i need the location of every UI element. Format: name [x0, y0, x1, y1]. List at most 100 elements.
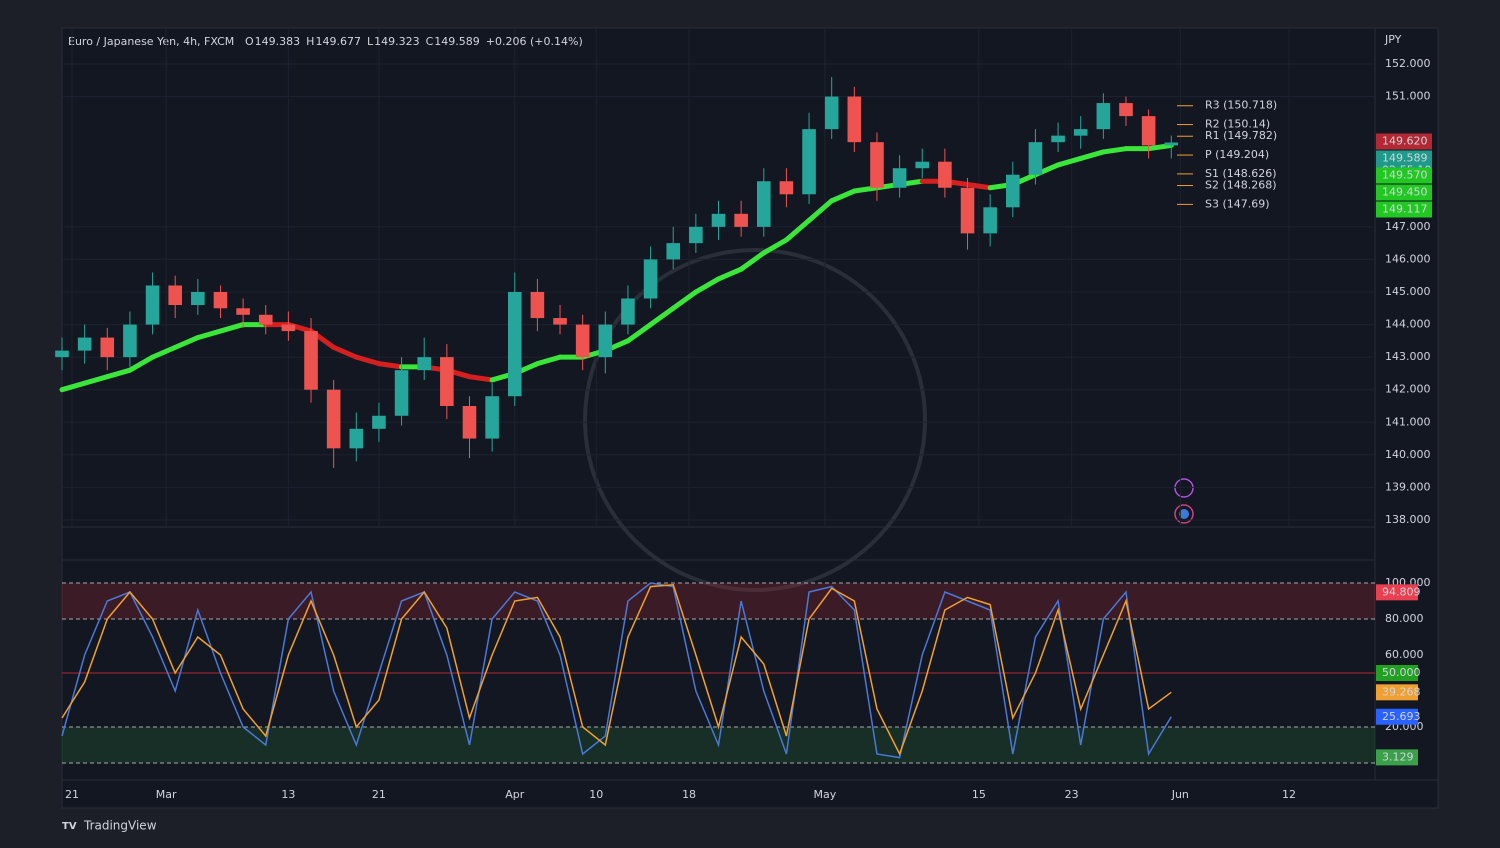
- price-label-box: [1376, 133, 1432, 150]
- brand-logo[interactable]: TV: [62, 821, 77, 832]
- stochastic-line: [61, 582, 1172, 759]
- moving-average: [761, 237, 789, 256]
- price-label: 149.570: [1382, 169, 1428, 182]
- band: [62, 583, 1375, 619]
- candle-body: [123, 324, 137, 358]
- moving-average: [670, 289, 699, 311]
- candle-body: [960, 187, 975, 234]
- x-tick-label: 21: [65, 788, 79, 801]
- alert-icon[interactable]: [1174, 478, 1194, 498]
- price-label-box: [1376, 184, 1432, 201]
- candle-body: [485, 396, 499, 439]
- y-tick-label: 152.000: [1385, 57, 1431, 70]
- candle-body: [1028, 142, 1043, 175]
- candle-body: [281, 324, 296, 332]
- candle-body: [824, 96, 839, 130]
- ohlc-value: 149.677: [315, 35, 361, 48]
- candle-body: [1006, 174, 1020, 208]
- candle-body: [372, 415, 386, 429]
- moving-average: [738, 250, 767, 272]
- x-tick-label: 18: [682, 788, 696, 801]
- moving-average: [851, 185, 880, 194]
- moving-average: [331, 344, 359, 360]
- candle-body: [575, 324, 590, 358]
- candle-body: [507, 291, 522, 397]
- pivot-label: S1 (148.626): [1205, 167, 1277, 180]
- x-tick-label: Jun: [1171, 788, 1189, 801]
- value-label-box: [1376, 749, 1418, 766]
- x-tick-label: 15: [972, 788, 986, 801]
- ohlc-key: C: [426, 35, 434, 48]
- pivot-label: P (149.204): [1205, 148, 1269, 161]
- value-label: 39.268: [1382, 685, 1421, 698]
- ohlc-key: O: [245, 35, 254, 48]
- candle-body: [462, 405, 477, 439]
- x-tick-label: 23: [1065, 788, 1079, 801]
- moving-average: [59, 380, 88, 393]
- candle-body: [417, 357, 431, 371]
- price-label: 149.589: [1382, 152, 1428, 165]
- candle-body: [711, 213, 726, 227]
- value-label: 94.809: [1382, 585, 1421, 598]
- y-tick-label: 142.000: [1385, 383, 1431, 396]
- moving-average: [1055, 155, 1084, 168]
- moving-average: [648, 305, 676, 328]
- y-tick-label: 143.000: [1385, 350, 1431, 363]
- candle-body: [598, 324, 613, 358]
- candle-body: [440, 357, 454, 406]
- moving-average: [965, 182, 993, 191]
- candle-body: [734, 213, 748, 227]
- moving-average: [716, 266, 744, 282]
- brand[interactable]: TradingView: [83, 819, 157, 833]
- candle-body: [349, 428, 364, 449]
- y-tick-label: 151.000: [1385, 90, 1431, 103]
- value-label-box: [1376, 665, 1418, 681]
- ohlc-value: 149.589: [434, 35, 480, 48]
- moving-average: [783, 217, 812, 243]
- moving-average: [195, 328, 223, 341]
- candle-body: [191, 291, 205, 306]
- pivot-label: R2 (150.14): [1205, 118, 1270, 131]
- candle-body: [55, 350, 69, 358]
- chart-panel: [61, 27, 1439, 809]
- candle-body: [1051, 135, 1065, 143]
- pivot-label: S3 (147.69): [1205, 197, 1270, 210]
- y-tick-label: 144.000: [1385, 318, 1431, 331]
- value-label: 3.129: [1382, 750, 1414, 763]
- candle-body: [621, 298, 635, 325]
- candle-body: [983, 207, 997, 234]
- pivot-label: S2 (148.268): [1205, 179, 1277, 192]
- y-tick-label: 138.000: [1385, 513, 1431, 526]
- watermark: [583, 248, 927, 592]
- candle-body: [394, 370, 409, 416]
- moving-average: [150, 344, 178, 360]
- moving-average: [829, 188, 857, 204]
- price-label: 149.450: [1382, 186, 1428, 199]
- candle-body: [1073, 129, 1088, 136]
- moving-average: [1146, 142, 1174, 152]
- price-label: 149.620: [1382, 135, 1428, 148]
- event-icon[interactable]: [1174, 504, 1194, 524]
- value-label-box: [1376, 684, 1418, 701]
- ohlc-value: 149.383: [255, 35, 301, 48]
- ohlc-value: 149.323: [374, 35, 420, 48]
- ohlc-key: H: [306, 35, 314, 48]
- value-label-box: [1376, 584, 1418, 601]
- moving-average: [104, 367, 133, 380]
- candle-body: [802, 129, 816, 195]
- event-icon-core: [1179, 509, 1189, 519]
- candle-body: [304, 331, 318, 390]
- y-tick-label: 147.000: [1385, 220, 1431, 233]
- moving-average: [376, 361, 405, 370]
- candle-body: [77, 337, 92, 351]
- price-label: 149.117: [1382, 203, 1428, 216]
- candle-body: [145, 285, 160, 325]
- value-label-box: [1376, 708, 1418, 725]
- price-label-box: [1376, 201, 1432, 218]
- y-tick-label: 141.000: [1385, 415, 1431, 428]
- symbol-title: Euro / Japanese Yen, 4h, FXCM: [68, 35, 234, 48]
- value-label: 50.000: [1382, 666, 1421, 679]
- candle-body: [213, 291, 228, 309]
- candle-body: [168, 285, 182, 306]
